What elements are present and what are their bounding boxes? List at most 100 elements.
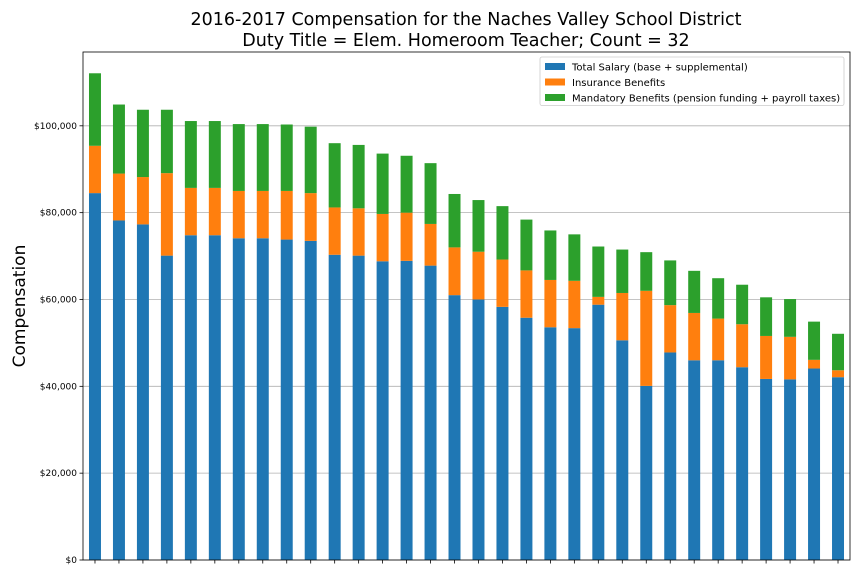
legend-swatch: [545, 63, 565, 70]
bar-segment-insurance: [520, 270, 533, 318]
bar-segment-salary: [112, 220, 125, 560]
bar-segment-mandatory: [280, 124, 293, 191]
bar-segment-mandatory: [520, 219, 533, 271]
legend-swatch: [545, 78, 565, 86]
bar-segment-mandatory: [88, 73, 101, 146]
bar-segment-salary: [496, 306, 509, 560]
bar-segment-insurance: [256, 190, 269, 239]
bar-segment-salary: [304, 240, 317, 560]
bar-segment-insurance: [496, 259, 509, 307]
bar-segment-mandatory: [592, 246, 605, 297]
y-tick-label: $0: [66, 556, 78, 566]
bar-segment-salary: [640, 385, 653, 560]
bar-segment-insurance: [136, 177, 149, 225]
bar-segment-insurance: [424, 223, 437, 266]
bar-segment-insurance: [472, 251, 485, 300]
bar-segment-salary: [616, 340, 629, 560]
chart-subtitle: Duty Title = Elem. Homeroom Teacher; Cou…: [242, 31, 689, 51]
bar-segment-insurance: [232, 190, 245, 239]
bar-segment-salary: [136, 224, 149, 560]
bar-segment-mandatory: [400, 155, 413, 213]
bar-segment-insurance: [784, 336, 797, 380]
bar-segment-mandatory: [712, 278, 725, 319]
bar-segment-mandatory: [448, 193, 461, 248]
bar-segment-salary: [184, 235, 197, 560]
bar-segment-mandatory: [376, 153, 389, 214]
bar-segment-mandatory: [112, 104, 125, 174]
bar-segment-mandatory: [568, 234, 581, 281]
bar-segment-salary: [400, 260, 413, 560]
bar-segment-mandatory: [208, 121, 221, 188]
bar-segment-salary: [784, 379, 797, 560]
bar-segment-insurance: [208, 187, 221, 236]
bar-segment-salary: [688, 360, 701, 560]
bar-segment-mandatory: [184, 121, 197, 188]
legend-label: Total Salary (base + supplemental): [571, 63, 748, 74]
bar-segment-insurance: [184, 187, 197, 236]
bar-segment-insurance: [664, 305, 677, 353]
axes: $0 $20,000 $40,000 $60,000 $80,000 $100,000: [34, 51, 851, 566]
bar-segment-mandatory: [304, 126, 317, 194]
bar-segment-mandatory: [256, 124, 269, 191]
bar-segment-mandatory: [664, 260, 677, 306]
bar-segment-insurance: [88, 145, 101, 194]
bar-segment-insurance: [688, 312, 701, 361]
bar-segment-mandatory: [424, 163, 437, 224]
bar-segment-salary: [160, 255, 173, 560]
legend-box: [539, 56, 845, 106]
bar-segment-mandatory: [328, 143, 341, 208]
bar-segment-insurance: [328, 207, 341, 255]
bar-segment-salary: [376, 261, 389, 560]
bar-segment-mandatory: [784, 299, 797, 337]
bar-segment-insurance: [160, 173, 173, 256]
bar-segment-mandatory: [616, 249, 629, 293]
bar-segment-salary: [808, 368, 821, 560]
bar-segment-salary: [736, 367, 749, 560]
bar-segment-salary: [280, 239, 293, 561]
bar-segment-insurance: [448, 247, 461, 296]
bar-segment-mandatory: [352, 144, 365, 209]
bar-segment-insurance: [616, 292, 629, 341]
bar-segment-salary: [520, 317, 533, 560]
bar-segment-salary: [832, 377, 845, 560]
bar-segment-mandatory: [640, 252, 653, 291]
bar-segment-insurance: [736, 324, 749, 368]
bar-segment-mandatory: [544, 230, 557, 280]
bar-segment-salary: [712, 360, 725, 560]
bar-segment-mandatory: [736, 284, 749, 325]
bar-segment-insurance: [352, 208, 365, 256]
bar-segment-insurance: [400, 212, 413, 261]
bar-segment-insurance: [568, 280, 581, 329]
bar-segment-salary: [544, 327, 557, 560]
bar-segment-insurance: [376, 213, 389, 262]
y-tick-label: $100,000: [34, 122, 77, 132]
y-axis-label: Compensation: [10, 245, 30, 368]
bar-segment-mandatory: [760, 297, 773, 336]
legend-swatch: [545, 94, 565, 101]
bars: [88, 73, 845, 561]
bar-segment-salary: [232, 238, 245, 560]
bar-segment-insurance: [760, 335, 773, 379]
bar-segment-salary: [592, 304, 605, 560]
legend-label: Insurance Benefits: [572, 78, 665, 89]
bar-segment-insurance: [592, 296, 605, 305]
bar-segment-salary: [568, 328, 581, 560]
bar-segment-salary: [664, 352, 677, 560]
bar-segment-mandatory: [136, 109, 149, 178]
bar-segment-salary: [472, 299, 485, 560]
bar-segment-mandatory: [832, 333, 845, 371]
legend-label: Mandatory Benefits (pension funding + pa…: [572, 94, 840, 105]
y-tick-label: $40,000: [40, 382, 77, 392]
chart-title: 2016-2017 Compensation for the Naches Va…: [191, 10, 742, 30]
bar-segment-salary: [424, 265, 437, 560]
bar-segment-mandatory: [688, 270, 701, 313]
bar-segment-insurance: [808, 359, 821, 369]
bar-segment-insurance: [544, 279, 557, 328]
bar-segment-insurance: [112, 173, 125, 221]
bar-segment-insurance: [640, 290, 653, 386]
bar-segment-salary: [88, 193, 101, 560]
bar-segment-mandatory: [472, 200, 485, 252]
bar-segment-mandatory: [496, 206, 509, 260]
bar-segment-salary: [448, 295, 461, 560]
